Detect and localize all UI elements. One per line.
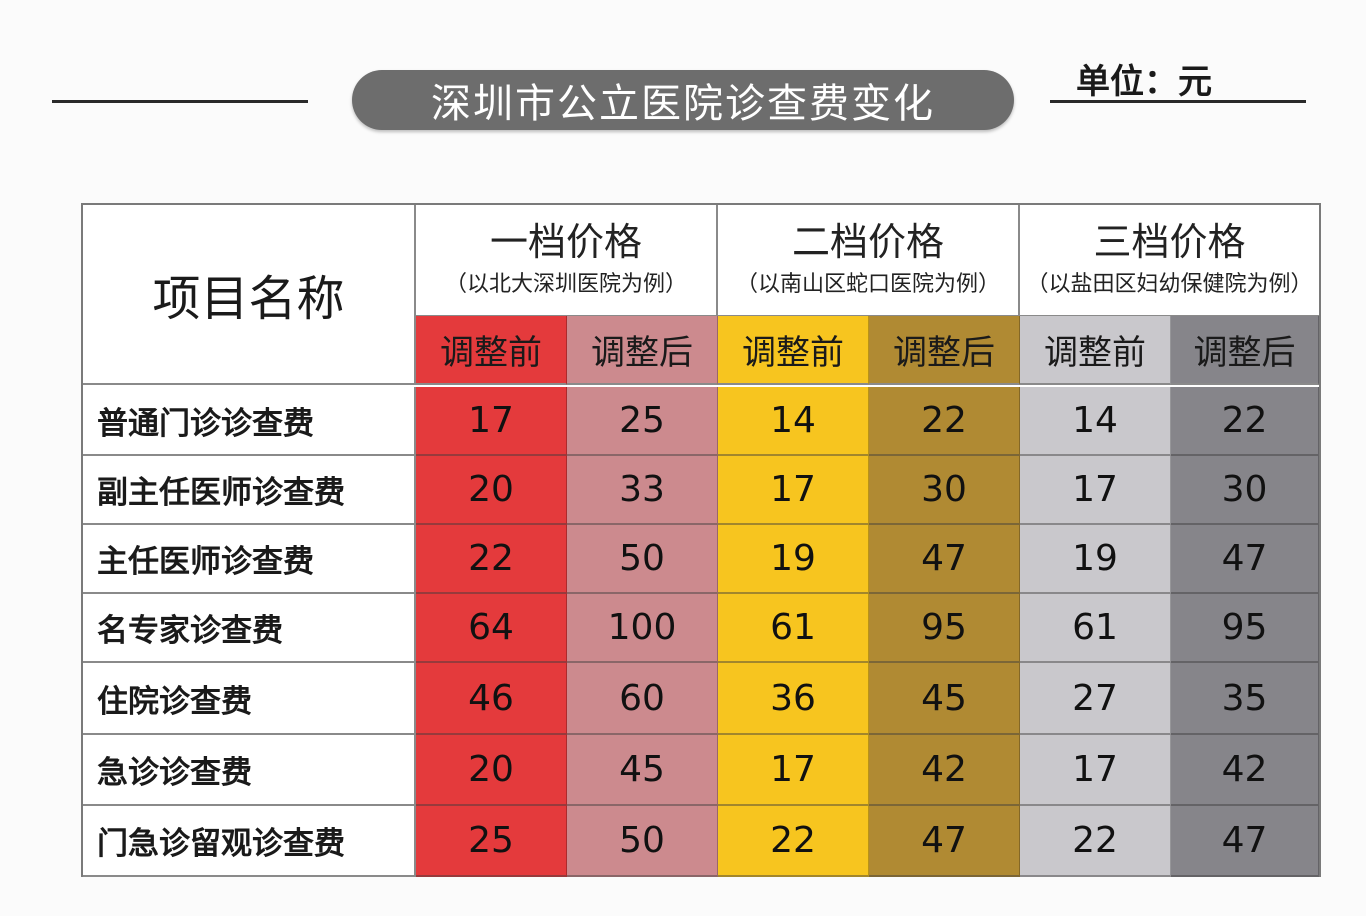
sub-header-before: 调整前 [1020,316,1171,385]
tier-2-subtitle: （以南山区蛇口医院为例） [735,272,1000,297]
fee-table: 项目名称 一档价格 （以北大深圳医院为例） 二档价格 （以南山区蛇口医院为例） … [81,203,1321,877]
fee-value-cell: 19 [718,525,869,594]
fee-value-cell: 46 [416,663,567,735]
row-label: 住院诊查费 [83,663,416,735]
fee-value-cell: 17 [1020,735,1171,806]
sub-header-before: 调整前 [718,316,869,385]
fee-value-cell: 35 [1171,663,1319,735]
fee-value-cell: 42 [869,735,1020,806]
fee-value-cell: 45 [567,735,718,806]
fee-value-cell: 45 [869,663,1020,735]
fee-value-cell: 47 [869,525,1020,594]
tier-1-header: 一档价格 （以北大深圳医院为例） [416,205,718,316]
tier-3-header: 三档价格 （以盐田区妇幼保健院为例） [1020,205,1319,316]
item-name-header: 项目名称 [83,205,416,385]
fee-value-cell: 20 [416,456,567,525]
fee-value-cell: 22 [869,387,1020,456]
page-title: 深圳市公立医院诊查费变化 [352,70,1014,130]
tier-3-subtitle: （以盐田区妇幼保健院为例） [1026,272,1313,297]
fee-value-cell: 22 [416,525,567,594]
fee-value-cell: 17 [718,456,869,525]
row-label: 门急诊留观诊查费 [83,806,416,877]
tier-1-title: 一档价格 [489,220,642,264]
fee-value-cell: 17 [416,387,567,456]
fee-value-cell: 95 [1171,594,1319,663]
fee-value-cell: 61 [1020,594,1171,663]
fee-value-cell: 47 [869,806,1020,877]
row-label: 名专家诊查费 [83,594,416,663]
fee-value-cell: 50 [567,806,718,877]
fee-value-cell: 20 [416,735,567,806]
sub-header-before: 调整前 [416,316,567,385]
tier-3-title: 三档价格 [1093,220,1246,264]
decorative-rule-left [52,100,308,103]
tier-1-subtitle: （以北大深圳医院为例） [444,272,687,297]
fee-value-cell: 25 [567,387,718,456]
sub-header-after: 调整后 [869,316,1020,385]
row-label: 副主任医师诊查费 [83,456,416,525]
tier-2-title: 二档价格 [791,220,944,264]
fee-value-cell: 14 [718,387,869,456]
tier-2-header: 二档价格 （以南山区蛇口医院为例） [718,205,1020,316]
fee-value-cell: 47 [1171,806,1319,877]
fee-value-cell: 22 [1171,387,1319,456]
fee-value-cell: 30 [1171,456,1319,525]
fee-value-cell: 95 [869,594,1020,663]
sub-header-after: 调整后 [1171,316,1319,385]
fee-value-cell: 33 [567,456,718,525]
fee-value-cell: 50 [567,525,718,594]
fee-value-cell: 64 [416,594,567,663]
fee-value-cell: 25 [416,806,567,877]
fee-value-cell: 27 [1020,663,1171,735]
fee-value-cell: 19 [1020,525,1171,594]
sub-header-after: 调整后 [567,316,718,385]
fee-value-cell: 60 [567,663,718,735]
fee-value-cell: 30 [869,456,1020,525]
row-label: 急诊诊查费 [83,735,416,806]
fee-value-cell: 61 [718,594,869,663]
fee-value-cell: 17 [718,735,869,806]
fee-value-cell: 22 [1020,806,1171,877]
row-label: 主任医师诊查费 [83,525,416,594]
decorative-rule-right [1050,100,1306,103]
fee-value-cell: 36 [718,663,869,735]
fee-value-cell: 42 [1171,735,1319,806]
fee-value-cell: 17 [1020,456,1171,525]
fee-value-cell: 100 [567,594,718,663]
row-label: 普通门诊诊查费 [83,387,416,456]
fee-value-cell: 47 [1171,525,1319,594]
fee-value-cell: 14 [1020,387,1171,456]
fee-value-cell: 22 [718,806,869,877]
unit-label: 单位：元 [1076,62,1212,102]
